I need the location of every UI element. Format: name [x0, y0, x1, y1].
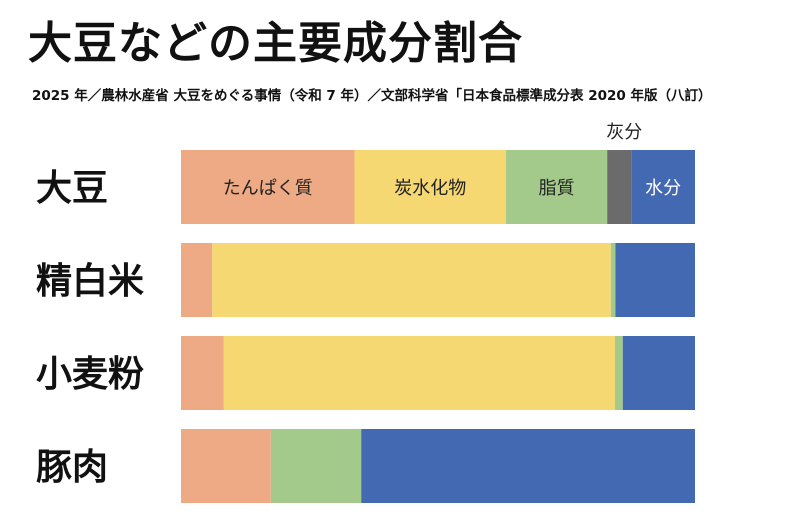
bar-segment	[181, 336, 224, 410]
bar-segment	[181, 243, 213, 317]
bar-segment	[631, 150, 695, 224]
bar-segment	[354, 150, 507, 224]
bar-segment	[223, 336, 616, 410]
category-label: 精白米	[36, 260, 144, 302]
segment-label: 灰分	[606, 122, 642, 143]
segment-label: 炭水化物	[394, 178, 466, 199]
bar-segment	[610, 243, 616, 317]
category-label: 豚肉	[36, 446, 108, 488]
bar-segment	[212, 243, 611, 317]
bar-segment	[270, 429, 362, 503]
bar-segment	[361, 429, 695, 503]
bar-segment	[607, 150, 632, 224]
chart-title: 大豆などの主要成分割合	[28, 18, 523, 69]
bar-segment	[506, 150, 608, 224]
bar-segment	[622, 336, 695, 410]
category-label: 大豆	[36, 167, 108, 209]
chart-source-note: 2025 年／農林水産省 大豆をめぐる事情（令和 7 年）／文部科学省「日本食品…	[32, 88, 712, 104]
bar-segment	[181, 150, 355, 224]
bar-segment	[615, 243, 695, 317]
category-label: 小麦粉	[36, 353, 144, 395]
segment-label: 水分	[645, 178, 681, 199]
segment-label: たんぱく質	[223, 178, 313, 199]
bar-segment	[615, 336, 623, 410]
segment-label: 脂質	[539, 178, 575, 199]
bar-segment	[181, 429, 271, 503]
